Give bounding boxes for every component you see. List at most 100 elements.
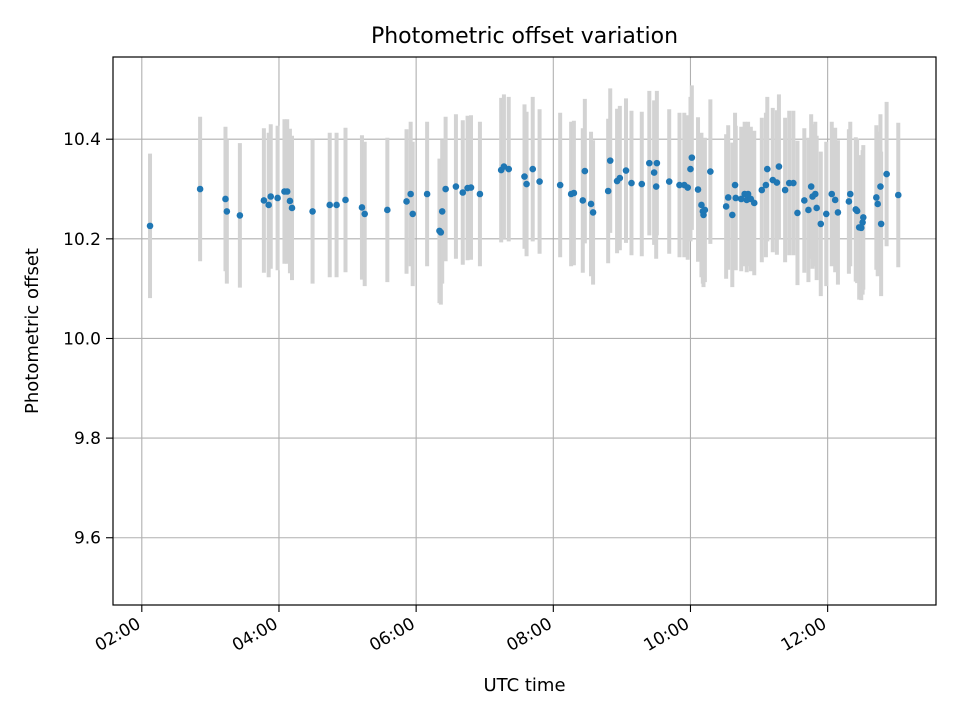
data-point — [873, 194, 880, 201]
data-point — [437, 229, 445, 236]
data-point — [587, 200, 595, 208]
data-points — [146, 154, 902, 236]
data-point — [834, 209, 842, 216]
data-point — [628, 179, 635, 187]
data-point — [665, 178, 673, 185]
data-point — [732, 194, 740, 202]
data-point — [236, 212, 244, 219]
data-point — [529, 165, 537, 173]
data-point — [722, 203, 730, 210]
data-point — [687, 165, 694, 173]
data-point — [707, 168, 714, 175]
data-point — [309, 208, 316, 215]
data-point — [267, 193, 275, 200]
data-point — [622, 167, 630, 174]
data-point — [442, 185, 449, 193]
data-point — [342, 196, 349, 204]
data-point — [536, 178, 543, 185]
data-point — [758, 186, 766, 194]
data-point — [260, 197, 268, 204]
y-tick-label: 10.4 — [63, 130, 101, 150]
data-point — [616, 174, 624, 182]
data-point — [523, 180, 530, 188]
data-point — [811, 190, 819, 198]
data-point — [459, 189, 467, 196]
data-point — [223, 208, 231, 215]
data-point — [521, 173, 528, 180]
data-point — [676, 181, 683, 189]
data-point — [646, 159, 653, 167]
data-point — [650, 169, 658, 176]
data-point — [505, 165, 513, 173]
data-point — [589, 209, 597, 216]
data-point — [874, 200, 882, 208]
data-point — [763, 165, 771, 173]
data-point — [638, 180, 646, 188]
data-point — [817, 220, 825, 228]
data-point — [805, 206, 812, 214]
data-point — [476, 190, 484, 198]
data-point — [694, 186, 702, 193]
data-point — [877, 220, 885, 228]
data-point — [744, 190, 752, 198]
data-point — [361, 210, 369, 218]
data-point — [556, 181, 564, 189]
data-point — [729, 211, 736, 219]
data-point — [688, 154, 696, 161]
chart-title: Photometric offset variation — [371, 24, 678, 49]
plot-frame — [112, 56, 937, 606]
data-point — [222, 195, 229, 203]
data-point — [860, 214, 867, 221]
data-point — [775, 163, 783, 170]
y-tick-label: 9.8 — [74, 429, 101, 449]
data-point — [384, 206, 391, 214]
data-point — [581, 167, 589, 175]
data-point — [762, 181, 770, 189]
data-point — [857, 224, 865, 232]
y-tick-label: 10.0 — [63, 329, 101, 349]
data-point — [283, 188, 291, 195]
data-point — [894, 191, 902, 199]
data-point — [653, 159, 661, 167]
data-point — [438, 208, 446, 215]
data-point — [652, 183, 660, 190]
data-point — [724, 194, 732, 201]
data-point — [288, 204, 296, 212]
data-point — [846, 190, 854, 198]
data-point — [606, 157, 614, 164]
data-point — [701, 206, 709, 214]
data-point — [146, 222, 154, 230]
data-point — [403, 198, 410, 205]
data-point — [828, 190, 836, 198]
data-point — [853, 207, 861, 215]
data-point — [845, 198, 853, 205]
data-point — [877, 183, 884, 190]
data-point — [326, 201, 334, 209]
y-axis-label: Photometric offset — [22, 248, 43, 414]
data-point — [698, 201, 705, 209]
data-point — [407, 190, 414, 198]
data-point — [409, 210, 417, 218]
data-point — [570, 189, 578, 197]
x-axis-label: UTC time — [483, 675, 565, 696]
data-point — [813, 204, 820, 212]
data-point — [859, 219, 866, 226]
data-point — [196, 185, 204, 193]
data-point — [700, 211, 707, 219]
data-point — [604, 187, 612, 195]
data-point — [358, 204, 366, 211]
data-point — [467, 184, 475, 191]
data-point — [731, 181, 739, 189]
data-point — [737, 195, 745, 203]
data-point — [274, 194, 281, 202]
data-point — [265, 201, 272, 209]
data-point — [807, 183, 815, 190]
y-tick-label: 9.6 — [74, 529, 101, 549]
data-point — [750, 199, 758, 207]
data-point — [822, 210, 830, 218]
data-point — [286, 197, 294, 205]
y-tick-label: 10.2 — [63, 230, 101, 250]
data-point — [423, 190, 431, 198]
data-point — [773, 179, 781, 186]
